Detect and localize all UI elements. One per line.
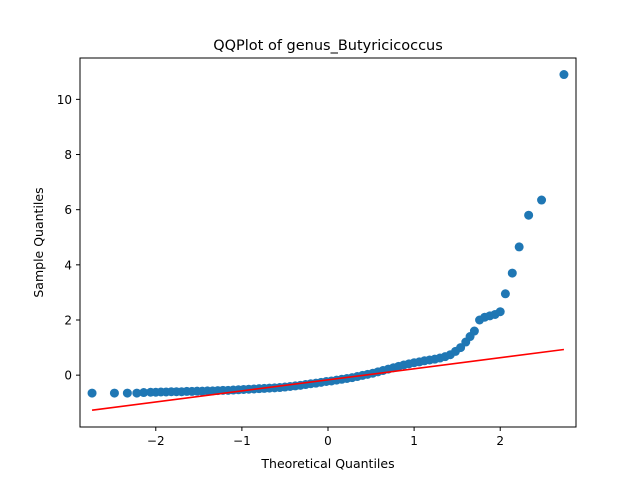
data-point xyxy=(132,388,142,398)
x-axis-ticks: −2 −1 0 1 2 xyxy=(147,427,504,448)
data-point xyxy=(109,388,119,398)
x-tick-label: 2 xyxy=(496,434,504,448)
data-point xyxy=(507,268,517,278)
data-point xyxy=(139,388,149,398)
reference-line xyxy=(91,348,565,411)
x-tick-label: 0 xyxy=(324,434,332,448)
x-tick-label: −1 xyxy=(233,434,251,448)
data-point xyxy=(495,307,505,317)
scatter-points xyxy=(87,70,569,398)
data-point xyxy=(537,195,547,205)
y-tick-label: 8 xyxy=(64,148,72,162)
data-point xyxy=(87,388,97,398)
data-point xyxy=(122,388,132,398)
data-point xyxy=(500,289,510,299)
data-point xyxy=(524,210,534,220)
y-tick-label: 6 xyxy=(64,203,72,217)
y-axis-ticks: 0 2 4 6 8 10 xyxy=(57,93,80,383)
x-tick-label: 1 xyxy=(410,434,418,448)
y-tick-label: 4 xyxy=(64,258,72,272)
y-axis-label: Sample Quantiles xyxy=(31,187,46,297)
y-tick-label: 0 xyxy=(64,369,72,383)
x-tick-label: −2 xyxy=(147,434,165,448)
chart-title: QQPlot of genus_Butyricicoccus xyxy=(213,38,443,54)
data-point xyxy=(514,242,524,252)
data-point xyxy=(469,326,479,336)
y-tick-label: 2 xyxy=(64,313,72,327)
y-tick-label: 10 xyxy=(57,93,72,107)
x-axis-label: Theoretical Quantiles xyxy=(260,456,394,471)
data-point xyxy=(559,70,569,80)
reference-line-group xyxy=(91,348,565,411)
